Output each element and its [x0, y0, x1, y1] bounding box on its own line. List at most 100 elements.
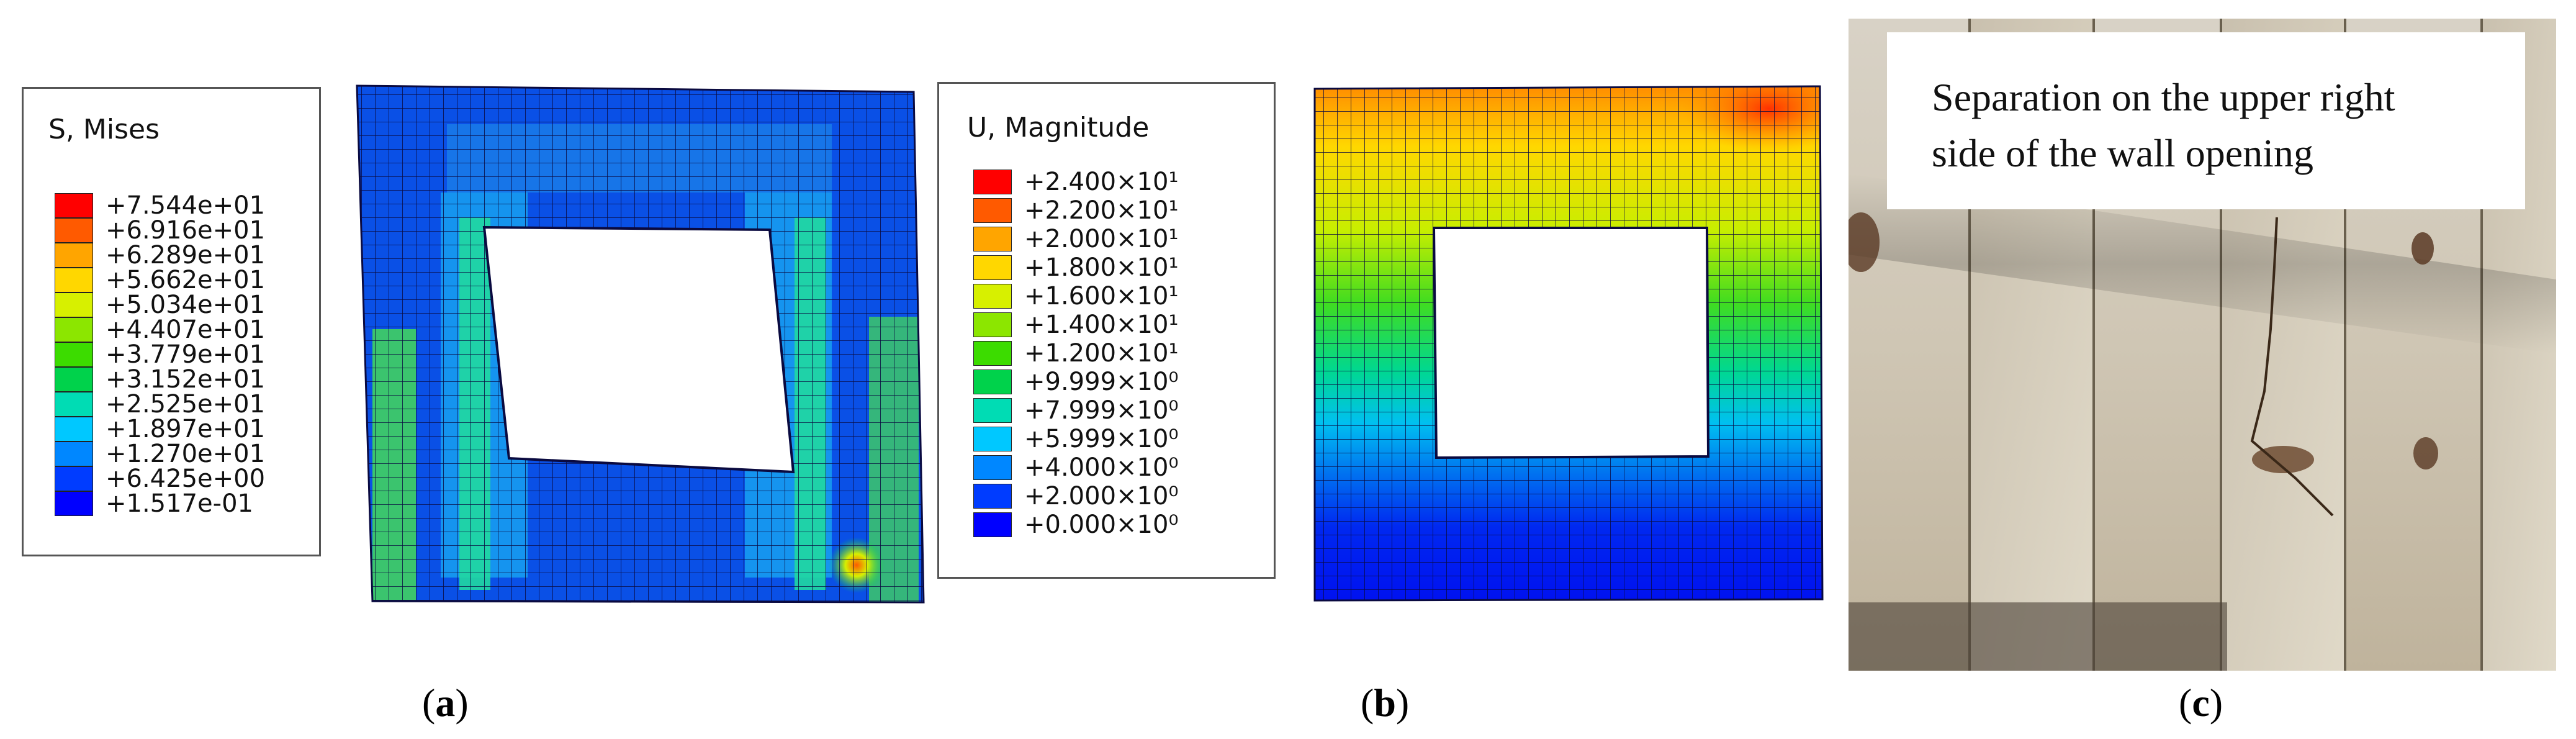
- panel-b-label-letter: b: [1374, 681, 1396, 725]
- wood-knot-4: [1849, 212, 1880, 272]
- legend-label: +1.800×10¹: [1024, 253, 1179, 282]
- panel-a-label: (a): [422, 680, 469, 726]
- legend-label: +1.897e+01: [106, 415, 266, 443]
- displacement-contour-plot: [1313, 85, 1824, 602]
- legend-row: +6.289e+01: [24, 243, 319, 268]
- shadow-band: [1849, 174, 2556, 354]
- legend-swatch: [973, 198, 1012, 223]
- stress-legend-title: S, Mises: [48, 114, 160, 145]
- legend-label: +6.425e+00: [106, 465, 266, 493]
- legend-swatch: [55, 342, 93, 367]
- displacement-wall-outline: [1313, 85, 1824, 602]
- stress-wall-outline: [356, 84, 925, 604]
- panel-b-label-close: ): [1395, 681, 1410, 725]
- legend-label: +5.034e+01: [106, 291, 266, 319]
- legend-row: +2.000×10¹: [939, 227, 1274, 252]
- legend-row: +7.544e+01: [24, 193, 319, 218]
- legend-label: +4.000×10⁰: [1024, 453, 1179, 482]
- separation-crack: [2250, 217, 2334, 517]
- legend-swatch: [55, 417, 93, 442]
- legend-label: +7.544e+01: [106, 191, 266, 220]
- legend-swatch: [973, 312, 1012, 337]
- legend-swatch: [973, 455, 1012, 480]
- panel-a-label-letter: a: [435, 681, 456, 725]
- legend-swatch: [973, 170, 1012, 194]
- legend-label: +9.999×10⁰: [1024, 368, 1179, 396]
- legend-swatch: [973, 341, 1012, 366]
- legend-row: +1.800×10¹: [939, 255, 1274, 280]
- legend-label: +1.517e-01: [106, 489, 253, 518]
- legend-label: +1.400×10¹: [1024, 311, 1179, 339]
- legend-row: +4.407e+01: [24, 317, 319, 342]
- legend-label: +3.152e+01: [106, 365, 266, 394]
- legend-swatch: [55, 218, 93, 243]
- legend-row: +1.897e+01: [24, 417, 319, 442]
- legend-swatch: [55, 317, 93, 342]
- legend-swatch: [973, 512, 1012, 537]
- legend-row: +5.999×10⁰: [939, 427, 1274, 451]
- displacement-legend: U, Magnitude +2.400×10¹ +2.200×10¹ +2.000×…: [937, 82, 1276, 579]
- legend-row: +2.200×10¹: [939, 198, 1274, 223]
- legend-label: +1.200×10¹: [1024, 339, 1179, 368]
- panel-a-label-close: ): [455, 681, 469, 725]
- legend-row: +1.517e-01: [24, 491, 319, 516]
- legend-row: +6.425e+00: [24, 466, 319, 491]
- legend-label: +4.407e+01: [106, 315, 266, 344]
- legend-swatch: [973, 398, 1012, 423]
- photo-bottom-shadow: [1849, 602, 2227, 671]
- legend-label: +2.200×10¹: [1024, 196, 1179, 225]
- legend-swatch: [55, 466, 93, 491]
- legend-label: +1.600×10¹: [1024, 282, 1179, 311]
- legend-label: +2.000×10¹: [1024, 225, 1179, 253]
- legend-swatch: [973, 370, 1012, 394]
- legend-row: +9.999×10⁰: [939, 370, 1274, 394]
- wood-knot-2: [2412, 232, 2434, 265]
- displacement-wall-opening: [1432, 227, 1710, 460]
- panel-a-label-open: (: [422, 681, 436, 725]
- legend-row: +2.525e+01: [24, 392, 319, 417]
- legend-row: +2.000×10⁰: [939, 484, 1274, 509]
- photo-annotation-box: Separation on the upper right side of th…: [1887, 32, 2525, 209]
- panel-c-label: (c): [2179, 680, 2223, 726]
- legend-label: +2.525e+01: [106, 390, 266, 419]
- legend-label: +6.289e+01: [106, 241, 266, 270]
- legend-row: +5.662e+01: [24, 268, 319, 292]
- legend-swatch: [973, 427, 1012, 451]
- panel-b-label-open: (: [1361, 681, 1374, 725]
- stress-contour-plot: [356, 84, 925, 604]
- displacement-legend-title: U, Magnitude: [967, 112, 1150, 143]
- legend-row: +5.034e+01: [24, 292, 319, 317]
- legend-label: +0.000×10⁰: [1024, 510, 1179, 539]
- legend-swatch: [55, 292, 93, 317]
- legend-row: +4.000×10⁰: [939, 455, 1274, 480]
- legend-label: +3.779e+01: [106, 340, 266, 369]
- legend-row: +3.779e+01: [24, 342, 319, 367]
- legend-label: +7.999×10⁰: [1024, 396, 1179, 425]
- photo-annotation-line-2: side of the wall opening: [1932, 131, 2313, 175]
- legend-row: +1.200×10¹: [939, 341, 1274, 366]
- photo-annotation-line-1: Separation on the upper right: [1932, 75, 2395, 119]
- legend-label: +2.400×10¹: [1024, 168, 1179, 196]
- legend-swatch: [973, 255, 1012, 280]
- legend-swatch: [55, 268, 93, 292]
- legend-swatch: [55, 193, 93, 218]
- legend-label: +5.999×10⁰: [1024, 425, 1179, 453]
- legend-row: +1.270e+01: [24, 442, 319, 466]
- panel-c-label-close: ): [2209, 681, 2223, 725]
- panel-c-label-open: (: [2179, 681, 2192, 725]
- legend-swatch: [55, 392, 93, 417]
- legend-swatch: [973, 227, 1012, 252]
- legend-swatch: [973, 284, 1012, 309]
- legend-row: +7.999×10⁰: [939, 398, 1274, 423]
- legend-row: +1.400×10¹: [939, 312, 1274, 337]
- panel-c-label-letter: c: [2192, 681, 2210, 725]
- stress-wall-opening: [482, 225, 795, 474]
- legend-row: +1.600×10¹: [939, 284, 1274, 309]
- legend-swatch: [55, 442, 93, 466]
- legend-swatch: [55, 491, 93, 516]
- legend-row: +2.400×10¹: [939, 170, 1274, 194]
- legend-swatch: [973, 484, 1012, 509]
- legend-swatch: [55, 367, 93, 392]
- legend-label: +2.000×10⁰: [1024, 482, 1179, 510]
- legend-label: +1.270e+01: [106, 440, 266, 468]
